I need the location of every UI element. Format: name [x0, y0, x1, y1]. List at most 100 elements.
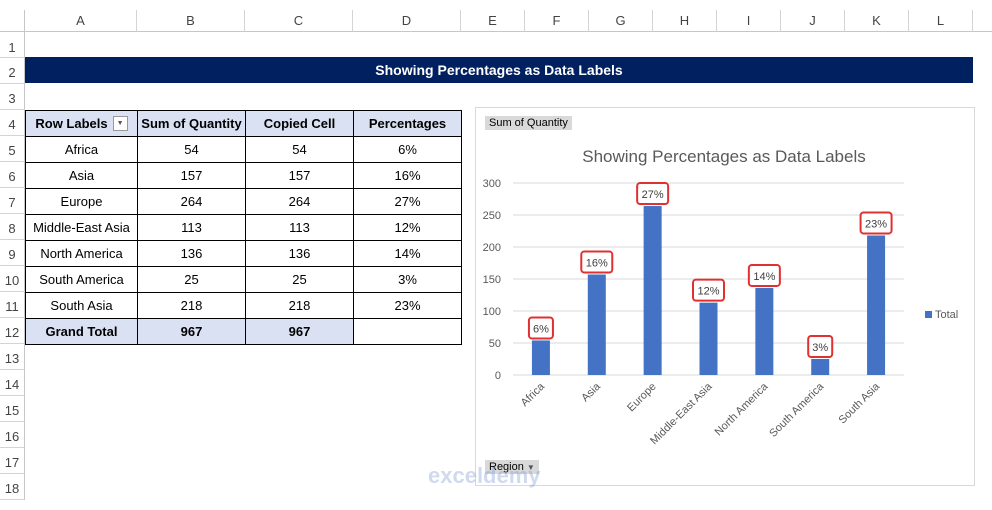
row-header-7[interactable]: 7	[0, 188, 25, 214]
column-header-B[interactable]: B	[137, 10, 245, 32]
y-tick-label: 50	[489, 338, 501, 350]
table-cell[interactable]: 113	[245, 214, 354, 241]
table-cell[interactable]: 157	[137, 162, 246, 189]
row-header-14[interactable]: 14	[0, 370, 25, 396]
grand-total-cell[interactable]: 967	[245, 318, 354, 345]
x-tick-label: North America	[713, 380, 771, 438]
column-header-G[interactable]: G	[589, 10, 653, 32]
data-label: 16%	[586, 258, 608, 270]
table-cell[interactable]: 12%	[353, 214, 462, 241]
column-header-A[interactable]: A	[25, 10, 137, 32]
filter-dropdown-icon[interactable]: ▼	[112, 116, 128, 131]
select-all-corner[interactable]	[0, 10, 25, 32]
table-cell[interactable]: 264	[245, 188, 354, 215]
column-header-J[interactable]: J	[781, 10, 845, 32]
table-cell[interactable]: 136	[245, 240, 354, 267]
table-cell[interactable]: South Asia	[25, 292, 138, 319]
table-header-cell[interactable]: Row Labels ▼	[25, 110, 138, 137]
table-cell[interactable]: 218	[245, 292, 354, 319]
row-header-1[interactable]: 1	[0, 32, 25, 58]
column-header-H[interactable]: H	[653, 10, 717, 32]
row-header-5[interactable]: 5	[0, 136, 25, 162]
value-field-button[interactable]: Sum of Quantity	[485, 116, 572, 130]
data-label-box	[692, 278, 725, 302]
column-header-I[interactable]: I	[717, 10, 781, 32]
table-cell[interactable]: 54	[137, 136, 246, 163]
table-cell[interactable]: 23%	[353, 292, 462, 319]
row-header-9[interactable]: 9	[0, 240, 25, 266]
row-header-11[interactable]: 11	[0, 292, 25, 318]
table-cell[interactable]: 16%	[353, 162, 462, 189]
grand-total-cell[interactable]: Grand Total	[25, 318, 138, 345]
grand-total-cell[interactable]	[353, 318, 462, 345]
y-tick-label: 250	[483, 210, 501, 222]
data-label-box	[580, 250, 614, 274]
table-cell[interactable]: 157	[245, 162, 354, 189]
data-label-box	[636, 182, 670, 206]
bar-asia	[587, 274, 606, 375]
table-cell[interactable]: Europe	[25, 188, 138, 215]
dropdown-arrow-icon: ▼	[526, 463, 535, 472]
row-header-3[interactable]: 3	[0, 84, 25, 110]
header-label: Copied Cell	[263, 116, 336, 131]
row-header-16[interactable]: 16	[0, 422, 25, 448]
bar-africa	[531, 340, 550, 375]
row-header-15[interactable]: 15	[0, 396, 25, 422]
row-header-10[interactable]: 10	[0, 266, 25, 292]
sheet-title-banner: Showing Percentages as Data Labels	[25, 57, 973, 83]
table-cell[interactable]: Middle-East Asia	[25, 214, 138, 241]
row-header-6[interactable]: 6	[0, 162, 25, 188]
table-cell[interactable]: 25	[245, 266, 354, 293]
header-label: Sum of Quantity	[141, 116, 242, 131]
data-label-box	[527, 316, 554, 340]
table-cell[interactable]: 113	[137, 214, 246, 241]
table-cell[interactable]: 25	[137, 266, 246, 293]
table-cell[interactable]: 264	[137, 188, 246, 215]
table-cell[interactable]: Asia	[25, 162, 138, 189]
y-tick-label: 150	[483, 274, 501, 286]
table-cell[interactable]: 136	[137, 240, 246, 267]
column-header-E[interactable]: E	[461, 10, 525, 32]
row-header-2[interactable]: 2	[0, 58, 25, 84]
data-label: 27%	[642, 189, 664, 201]
column-header-L[interactable]: L	[909, 10, 973, 32]
table-cell[interactable]: Africa	[25, 136, 138, 163]
column-header-F[interactable]: F	[525, 10, 589, 32]
row-header-12[interactable]: 12	[0, 318, 25, 344]
table-cell[interactable]: 14%	[353, 240, 462, 267]
header-label: Percentages	[368, 116, 447, 131]
table-cell[interactable]: North America	[25, 240, 138, 267]
table-cell[interactable]: 27%	[353, 188, 462, 215]
table-cell[interactable]: South America	[25, 266, 138, 293]
data-label: 6%	[533, 323, 549, 335]
row-header-18[interactable]: 18	[0, 474, 25, 500]
row-header-4[interactable]: 4	[0, 110, 25, 136]
region-field-button[interactable]: Region ▼	[485, 460, 539, 474]
table-cell[interactable]: 6%	[353, 136, 462, 163]
data-label: 3%	[812, 342, 828, 354]
region-label: Region	[489, 461, 524, 473]
x-tick-label: Africa	[519, 380, 548, 409]
column-header-K[interactable]: K	[845, 10, 909, 32]
grand-total-cell[interactable]: 967	[137, 318, 246, 345]
x-tick-label: South America	[767, 380, 827, 440]
data-label-box	[859, 211, 893, 235]
legend-label: Total	[935, 309, 958, 321]
table-header-cell: Copied Cell	[245, 110, 354, 137]
row-header-8[interactable]: 8	[0, 214, 25, 240]
table-cell[interactable]: 218	[137, 292, 246, 319]
chart-title: Showing Percentages as Data Labels	[582, 147, 866, 166]
table-cell[interactable]: 54	[245, 136, 354, 163]
row-header-17[interactable]: 17	[0, 448, 25, 474]
bar-south-america	[811, 359, 830, 375]
chart-svg: Showing Percentages as Data Labels 0 50 100…	[483, 147, 959, 447]
y-tick-label: 300	[483, 178, 501, 190]
data-label: 12%	[697, 286, 719, 298]
bar-middle-east-asia	[699, 302, 718, 375]
pivot-chart[interactable]: Showing Percentages as Data Labels 0 50 100…	[428, 107, 975, 488]
table-cell[interactable]: 3%	[353, 266, 462, 293]
column-header-D[interactable]: D	[353, 10, 461, 32]
row-header-13[interactable]: 13	[0, 344, 25, 370]
data-label-box	[747, 263, 781, 287]
column-header-C[interactable]: C	[245, 10, 353, 32]
